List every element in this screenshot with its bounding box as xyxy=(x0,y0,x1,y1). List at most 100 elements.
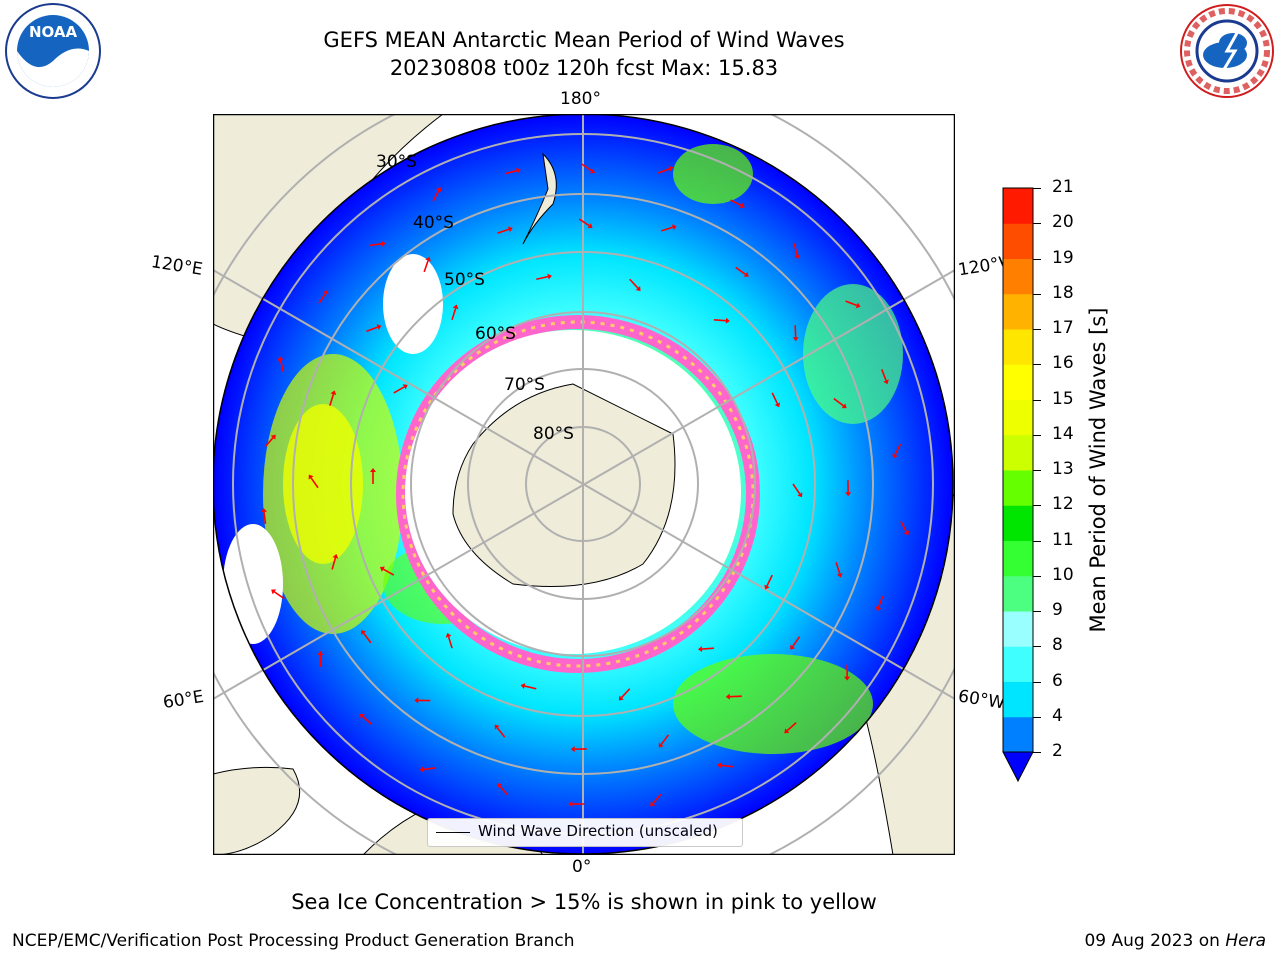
wind-arrow-shaft xyxy=(447,636,453,649)
wind-arrow-head xyxy=(376,324,382,330)
colorbar-tick-mark xyxy=(1033,364,1041,366)
lat-label-40s: 40°S xyxy=(413,213,454,233)
madagascar-land xyxy=(213,766,301,855)
wind-arrow-shaft xyxy=(658,167,670,174)
wind-arrow-head xyxy=(261,508,267,513)
wind-arrow-shaft xyxy=(497,228,510,234)
wind-arrow-shaft xyxy=(273,591,285,600)
lat-label-60s: 60°S xyxy=(475,324,516,344)
colorbar-tick-mark xyxy=(1033,752,1041,753)
nws-logo xyxy=(1180,4,1274,98)
antarctica-land xyxy=(452,383,676,587)
polar-map xyxy=(213,114,955,855)
wind-arrow-head xyxy=(845,492,852,497)
wind-arrow-head xyxy=(589,168,595,174)
wind-arrow-head xyxy=(697,646,703,653)
wind-arrows xyxy=(261,163,910,808)
colorbar-tick-mark xyxy=(1033,646,1041,648)
legend-line-swatch xyxy=(436,832,470,833)
colorbar-tick-label: 8 xyxy=(1052,635,1063,656)
lon-label-60e: 60°E xyxy=(161,686,206,714)
wind-arrow-head xyxy=(330,390,337,396)
colorbar-tick-label: 17 xyxy=(1052,318,1074,338)
lat-label-80s: 80°S xyxy=(533,424,574,444)
colorbar-tick-mark xyxy=(1033,505,1041,507)
wind-arrow-shaft xyxy=(331,557,337,570)
wind-arrow-shaft xyxy=(729,695,742,698)
colorbar-tick-label: 9 xyxy=(1052,600,1063,620)
wind-arrow-shaft xyxy=(792,483,801,495)
wind-arrow-head xyxy=(425,256,431,262)
colorbar-tick-label: 15 xyxy=(1052,388,1074,409)
wind-arrow-head xyxy=(739,202,745,209)
wind-arrow-head xyxy=(308,474,314,480)
wind-arrow-shaft xyxy=(845,300,858,307)
wind-arrow-shaft xyxy=(423,260,429,273)
wind-arrow-shaft xyxy=(786,722,797,732)
wind-arrow-shaft xyxy=(877,595,884,608)
wind-arrow-shaft xyxy=(713,319,726,322)
wind-arrow-head xyxy=(836,572,843,578)
map-title: GEFS MEAN Antarctic Mean Period of Wind … xyxy=(323,28,845,52)
wind-arrow-head xyxy=(370,468,376,472)
wind-arrow-shaft xyxy=(382,568,395,576)
footer-right: 09 Aug 2023 on Hera xyxy=(1084,931,1266,951)
colorbar-band xyxy=(1003,329,1033,365)
wind-arrow-head xyxy=(520,683,526,689)
colorbar-band xyxy=(1003,399,1033,436)
colorbar-tick-mark xyxy=(1033,681,1041,683)
wind-arrow-head xyxy=(841,403,847,409)
wind-arrow-shaft xyxy=(451,308,457,321)
lon-label-180: 180° xyxy=(560,89,601,109)
colorbar-tick-label: 21 xyxy=(1052,177,1074,197)
wind-arrow-shaft xyxy=(730,199,742,207)
colorbar-band xyxy=(1003,434,1033,471)
colorbar-extend-arrow xyxy=(1002,751,1034,783)
wind-arrow-head xyxy=(270,434,276,440)
wind-arrow-head xyxy=(725,693,730,700)
wind-arrow-head xyxy=(317,650,324,655)
colorbar-tick-label: 10 xyxy=(1052,564,1074,585)
wind-arrow-shaft xyxy=(661,226,674,232)
colorbar-tick-label: 14 xyxy=(1052,423,1074,444)
wind-arrow-shaft xyxy=(536,275,549,281)
wind-arrow-shaft xyxy=(310,477,319,489)
wind-arrow-shaft xyxy=(581,163,593,172)
wind-arrow-head xyxy=(402,384,408,390)
lat-label-30s: 30°S xyxy=(376,152,417,172)
colorbar-tick-label: 18 xyxy=(1052,282,1074,303)
footer-left: NCEP/EMC/Verification Post Processing Pr… xyxy=(12,931,575,951)
wind-arrow-head xyxy=(774,402,781,408)
wind-arrow-shaft xyxy=(432,190,440,202)
colorbar-tick-label: 13 xyxy=(1052,459,1074,479)
wind-arrow-shaft xyxy=(366,326,378,333)
colorbar-band xyxy=(1003,646,1033,682)
wind-arrow-shaft xyxy=(263,511,267,524)
legend-label: Wind Wave Direction (unscaled) xyxy=(478,822,718,840)
wind-arrow-head xyxy=(784,728,790,734)
wind-arrow-head xyxy=(650,801,656,807)
colorbar-band xyxy=(1003,540,1033,577)
colorbar-tick-mark xyxy=(1033,258,1041,260)
colorbar-tick-label: 19 xyxy=(1052,247,1074,268)
wind-arrow-head xyxy=(359,713,365,719)
colorbar-band xyxy=(1003,470,1033,506)
wind-arrow-shaft xyxy=(880,368,887,381)
wind-arrow-head xyxy=(790,644,796,650)
wind-arrow-head xyxy=(361,629,367,635)
wind-arrow-shaft xyxy=(652,793,662,804)
colorbar-tick-label: 16 xyxy=(1052,353,1074,374)
wind-arrow-head xyxy=(271,589,277,595)
wind-arrow-head xyxy=(507,226,513,233)
wind-arrow-shaft xyxy=(660,734,670,745)
wind-arrow-shaft xyxy=(720,764,733,768)
wind-arrow-head xyxy=(658,742,664,748)
sea-ice-note: Sea Ice Concentration > 15% is shown in … xyxy=(291,890,877,914)
colorbar xyxy=(1002,187,1034,783)
lon-label-60w: 60°W xyxy=(956,686,1007,714)
wind-arrow-shaft xyxy=(524,685,537,690)
footer-host: Hera xyxy=(1225,931,1266,951)
colorbar-tick-mark xyxy=(1033,434,1041,436)
noaa-logo: NOAA xyxy=(5,3,101,99)
wind-arrow-head xyxy=(414,697,419,704)
